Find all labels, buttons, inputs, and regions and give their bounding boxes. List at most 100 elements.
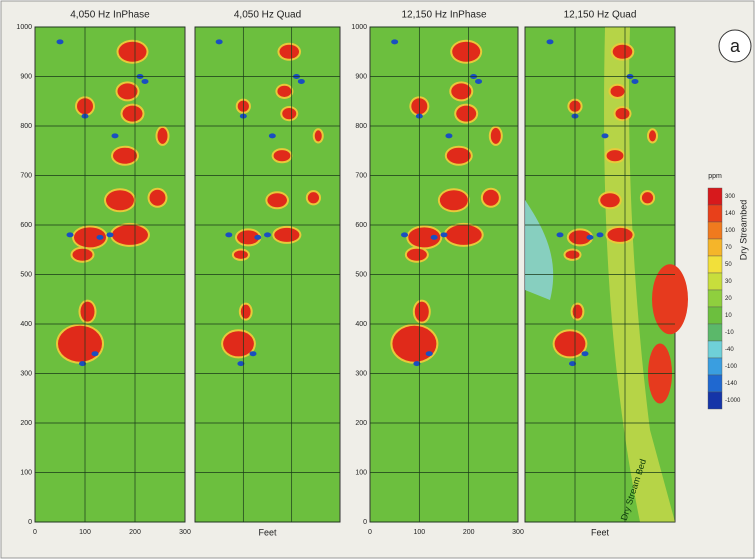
x-axis-label: Feet (591, 527, 610, 537)
anomaly-negative (92, 351, 99, 356)
x-tick-label: 0 (33, 529, 37, 536)
anomaly (267, 193, 287, 207)
colorbar-label: 20 (725, 296, 732, 302)
colorbar-swatch (708, 188, 722, 205)
y-tick-label: 0 (28, 519, 32, 526)
anomaly (607, 150, 624, 161)
colorbar-label: 140 (725, 211, 736, 217)
anomaly (308, 192, 319, 203)
anomaly (113, 148, 137, 164)
colorbar-label: -10 (725, 330, 734, 336)
anomaly-negative (264, 232, 271, 237)
x-tick-label: 300 (512, 529, 524, 536)
anomaly (119, 42, 147, 62)
anomaly-negative (632, 79, 639, 84)
anomaly (392, 326, 436, 362)
y-tick-label: 300 (20, 370, 32, 377)
anomaly (573, 305, 583, 319)
anomaly (600, 193, 620, 207)
anomaly-negative (142, 79, 149, 84)
colorbar-swatch (708, 273, 722, 290)
anomaly (446, 225, 482, 245)
anomaly-negative (250, 351, 257, 356)
y-tick-label: 1000 (16, 24, 32, 31)
panel-title: 12,150 Hz Quad (564, 10, 637, 21)
anomaly (607, 228, 632, 242)
anomaly (274, 228, 299, 242)
anomaly-negative (445, 133, 452, 138)
colorbar-title: Dry Streambed (738, 200, 748, 261)
x-tick-label: 100 (413, 529, 425, 536)
anomaly (315, 130, 322, 141)
panel-title: 4,050 Hz InPhase (70, 10, 150, 21)
y-tick-label: 600 (355, 222, 367, 229)
anomaly-negative (441, 232, 448, 237)
colorbar-label: 300 (725, 194, 736, 200)
colorbar-label: 70 (725, 245, 732, 251)
anomaly (415, 302, 429, 322)
anomaly (118, 83, 138, 99)
x-axis-label: Feet (258, 527, 277, 537)
panel-label: a (730, 36, 741, 56)
anomaly-negative (426, 351, 433, 356)
anomaly (642, 192, 653, 203)
y-tick-label: 1000 (351, 24, 367, 31)
anomaly-negative (254, 235, 261, 240)
panel-title: 12,150 Hz InPhase (401, 10, 486, 21)
anomaly (73, 249, 93, 261)
anomaly (282, 108, 296, 119)
anomaly (234, 251, 248, 259)
x-tick-label: 300 (179, 529, 191, 536)
y-tick-label: 800 (355, 123, 367, 130)
anomaly (123, 106, 143, 122)
colorbar-swatch (708, 205, 722, 222)
y-tick-label: 0 (363, 519, 367, 526)
y-tick-label: 600 (20, 222, 32, 229)
anomaly-negative (97, 235, 104, 240)
anomaly (491, 128, 501, 144)
anomaly (566, 251, 580, 259)
y-tick-label: 100 (20, 469, 32, 476)
anomaly (274, 150, 291, 161)
anomaly (616, 108, 630, 119)
anomaly (649, 130, 656, 141)
anomaly (241, 305, 251, 319)
anomaly (279, 45, 299, 59)
anomaly (611, 86, 625, 97)
anomaly (483, 190, 499, 206)
colorbar-swatch (708, 290, 722, 307)
colorbar-swatch (708, 307, 722, 324)
panel-title: 4,050 Hz Quad (234, 10, 301, 21)
y-tick-label: 200 (355, 420, 367, 427)
anomaly (452, 42, 480, 62)
anomaly-negative (475, 79, 482, 84)
colorbar-swatch (708, 358, 722, 375)
anomaly-negative (269, 133, 276, 138)
anomaly (555, 331, 586, 356)
colorbar-label: -40 (725, 347, 734, 353)
y-tick-label: 400 (355, 321, 367, 328)
anomaly-negative (107, 232, 114, 237)
anomaly-negative (225, 232, 232, 237)
colorbar-swatch (708, 239, 722, 256)
anomaly (112, 225, 148, 245)
colorbar-unit: ppm (708, 173, 722, 180)
anomaly-negative (57, 39, 64, 44)
colorbar-swatch (708, 375, 722, 392)
anomaly (456, 106, 476, 122)
anomaly (613, 45, 633, 59)
colorbar-label: 100 (725, 228, 736, 234)
y-tick-label: 500 (20, 271, 32, 278)
y-tick-label: 200 (20, 420, 32, 427)
anomaly-negative (587, 235, 594, 240)
colorbar-swatch (708, 324, 722, 341)
colorbar-label: 50 (725, 262, 732, 268)
y-tick-label: 800 (20, 123, 32, 130)
y-tick-label: 400 (20, 321, 32, 328)
anomaly-negative (112, 133, 119, 138)
x-tick-label: 200 (463, 529, 475, 536)
colorbar-label: -140 (725, 381, 738, 387)
anomaly (150, 190, 166, 206)
y-tick-label: 100 (355, 469, 367, 476)
anomaly-negative (391, 39, 398, 44)
